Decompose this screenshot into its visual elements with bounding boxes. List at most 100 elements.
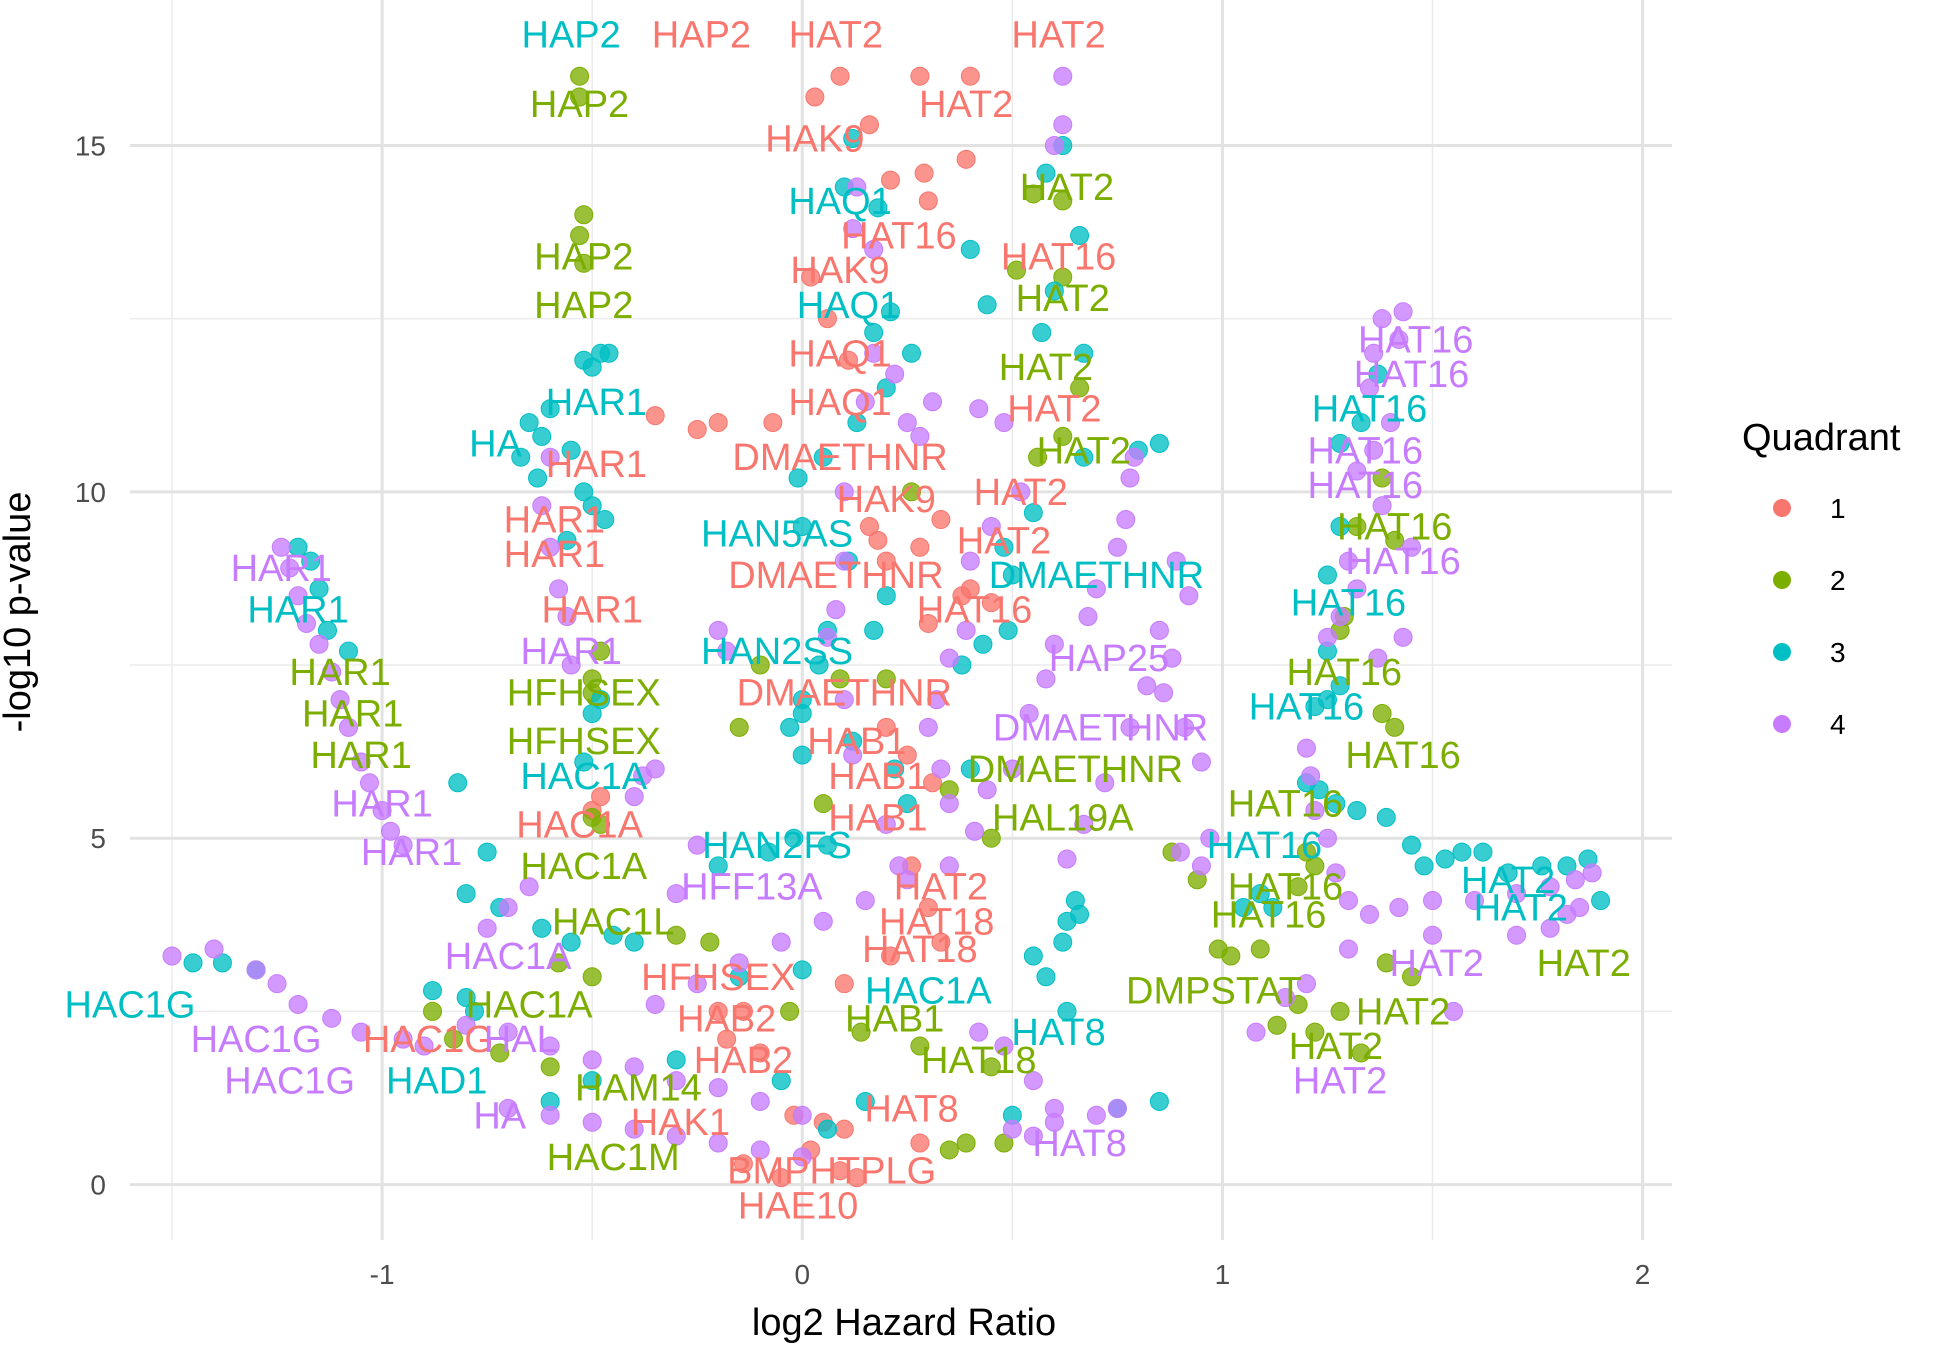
data-point <box>1191 752 1211 772</box>
data-point <box>960 66 980 86</box>
data-point <box>733 1001 753 1021</box>
data-point <box>1023 503 1043 523</box>
point-label: HAP2 <box>522 15 621 57</box>
data-point <box>549 953 569 973</box>
data-point <box>1162 648 1182 668</box>
data-point <box>582 1071 602 1091</box>
data-point <box>876 551 896 571</box>
point-label: HA <box>469 423 522 465</box>
point-label: HAC1G <box>65 984 196 1026</box>
data-point <box>759 842 779 862</box>
data-point <box>1267 1015 1287 1035</box>
point-label: HAT2 <box>1293 1061 1387 1103</box>
data-point <box>1338 891 1358 911</box>
point-label: HAR1 <box>289 652 390 694</box>
data-point <box>1137 676 1157 696</box>
data-point <box>1393 302 1413 322</box>
data-point <box>1044 1112 1064 1132</box>
data-point <box>1246 1022 1266 1042</box>
data-point <box>498 1022 518 1042</box>
data-point <box>805 87 825 107</box>
data-point <box>859 115 879 135</box>
data-point <box>864 239 884 259</box>
data-point <box>960 551 980 571</box>
data-point <box>591 641 611 661</box>
data-point <box>960 759 980 779</box>
point-label: HAC1A <box>466 984 593 1026</box>
point-label: HAB1 <box>828 797 927 839</box>
data-point <box>1305 856 1325 876</box>
data-point <box>162 946 182 966</box>
data-point <box>1053 66 1073 86</box>
point-label: HAR1 <box>310 735 411 777</box>
data-point <box>918 613 938 633</box>
point-label: HAQ1 <box>788 333 891 375</box>
data-point <box>1007 260 1027 280</box>
data-point <box>1296 974 1316 994</box>
data-point <box>414 1036 434 1056</box>
data-point <box>624 1057 644 1077</box>
data-point <box>847 177 867 197</box>
data-point <box>1389 897 1409 917</box>
data-point <box>1250 939 1270 959</box>
point-label: HAT16 <box>1308 465 1423 507</box>
data-point <box>1170 842 1190 862</box>
data-point <box>830 669 850 689</box>
legend-key <box>1773 571 1791 589</box>
data-point <box>708 620 728 640</box>
data-point <box>708 856 728 876</box>
legend-label: 1 <box>1830 493 1846 524</box>
point-label: HAT2 <box>1020 167 1114 209</box>
data-point <box>1565 870 1585 890</box>
point-label: HAC1M <box>547 1137 680 1179</box>
data-point <box>1036 669 1056 689</box>
point-label: HAB2 <box>694 1040 793 1082</box>
data-point <box>708 1133 728 1153</box>
x-axis-ticks: -1 0 1 2 <box>370 1259 1651 1290</box>
data-point <box>834 974 854 994</box>
point-label: HAT8 <box>1011 1012 1105 1054</box>
data-point <box>204 939 224 959</box>
point-label: HAP2 <box>652 15 751 57</box>
data-point <box>700 932 720 952</box>
point-label: HAD1 <box>386 1061 487 1103</box>
data-point <box>1338 551 1358 571</box>
point-label: HAT16 <box>841 216 956 258</box>
point-label: HAT2 <box>1016 278 1110 320</box>
data-point <box>792 1147 812 1167</box>
point-label: HAT16 <box>917 590 1032 632</box>
point-label: HAT16 <box>1211 894 1326 936</box>
point-label: HAT2 <box>974 472 1068 514</box>
data-point <box>477 918 497 938</box>
data-point <box>1175 717 1195 737</box>
data-point <box>1057 1001 1077 1021</box>
y-tick-label: 10 <box>75 477 106 508</box>
data-point <box>1359 378 1379 398</box>
data-point <box>381 821 401 841</box>
data-point <box>599 343 619 363</box>
point-label: HAT2 <box>789 15 883 57</box>
data-point <box>423 1001 443 1021</box>
data-point <box>965 821 985 841</box>
point-label: HAB1 <box>828 756 927 798</box>
legend-label: 4 <box>1830 709 1846 740</box>
data-point <box>918 717 938 737</box>
point-label: HAE10 <box>738 1185 858 1227</box>
data-point <box>666 1071 686 1091</box>
data-points <box>162 66 1611 1188</box>
point-label: HAR1 <box>504 534 605 576</box>
point-label: HAR1 <box>231 548 332 590</box>
data-point <box>910 66 930 86</box>
data-point <box>1154 683 1174 703</box>
point-label: BMPHTPLG <box>727 1151 936 1193</box>
data-point <box>1376 953 1396 973</box>
data-point <box>1401 537 1421 557</box>
data-point <box>1032 323 1052 343</box>
data-point <box>540 537 560 557</box>
data-point <box>1330 1001 1350 1021</box>
data-point <box>1023 184 1043 204</box>
data-point <box>826 600 846 620</box>
data-point <box>1444 1001 1464 1021</box>
data-point <box>902 482 922 502</box>
data-point <box>729 953 749 973</box>
